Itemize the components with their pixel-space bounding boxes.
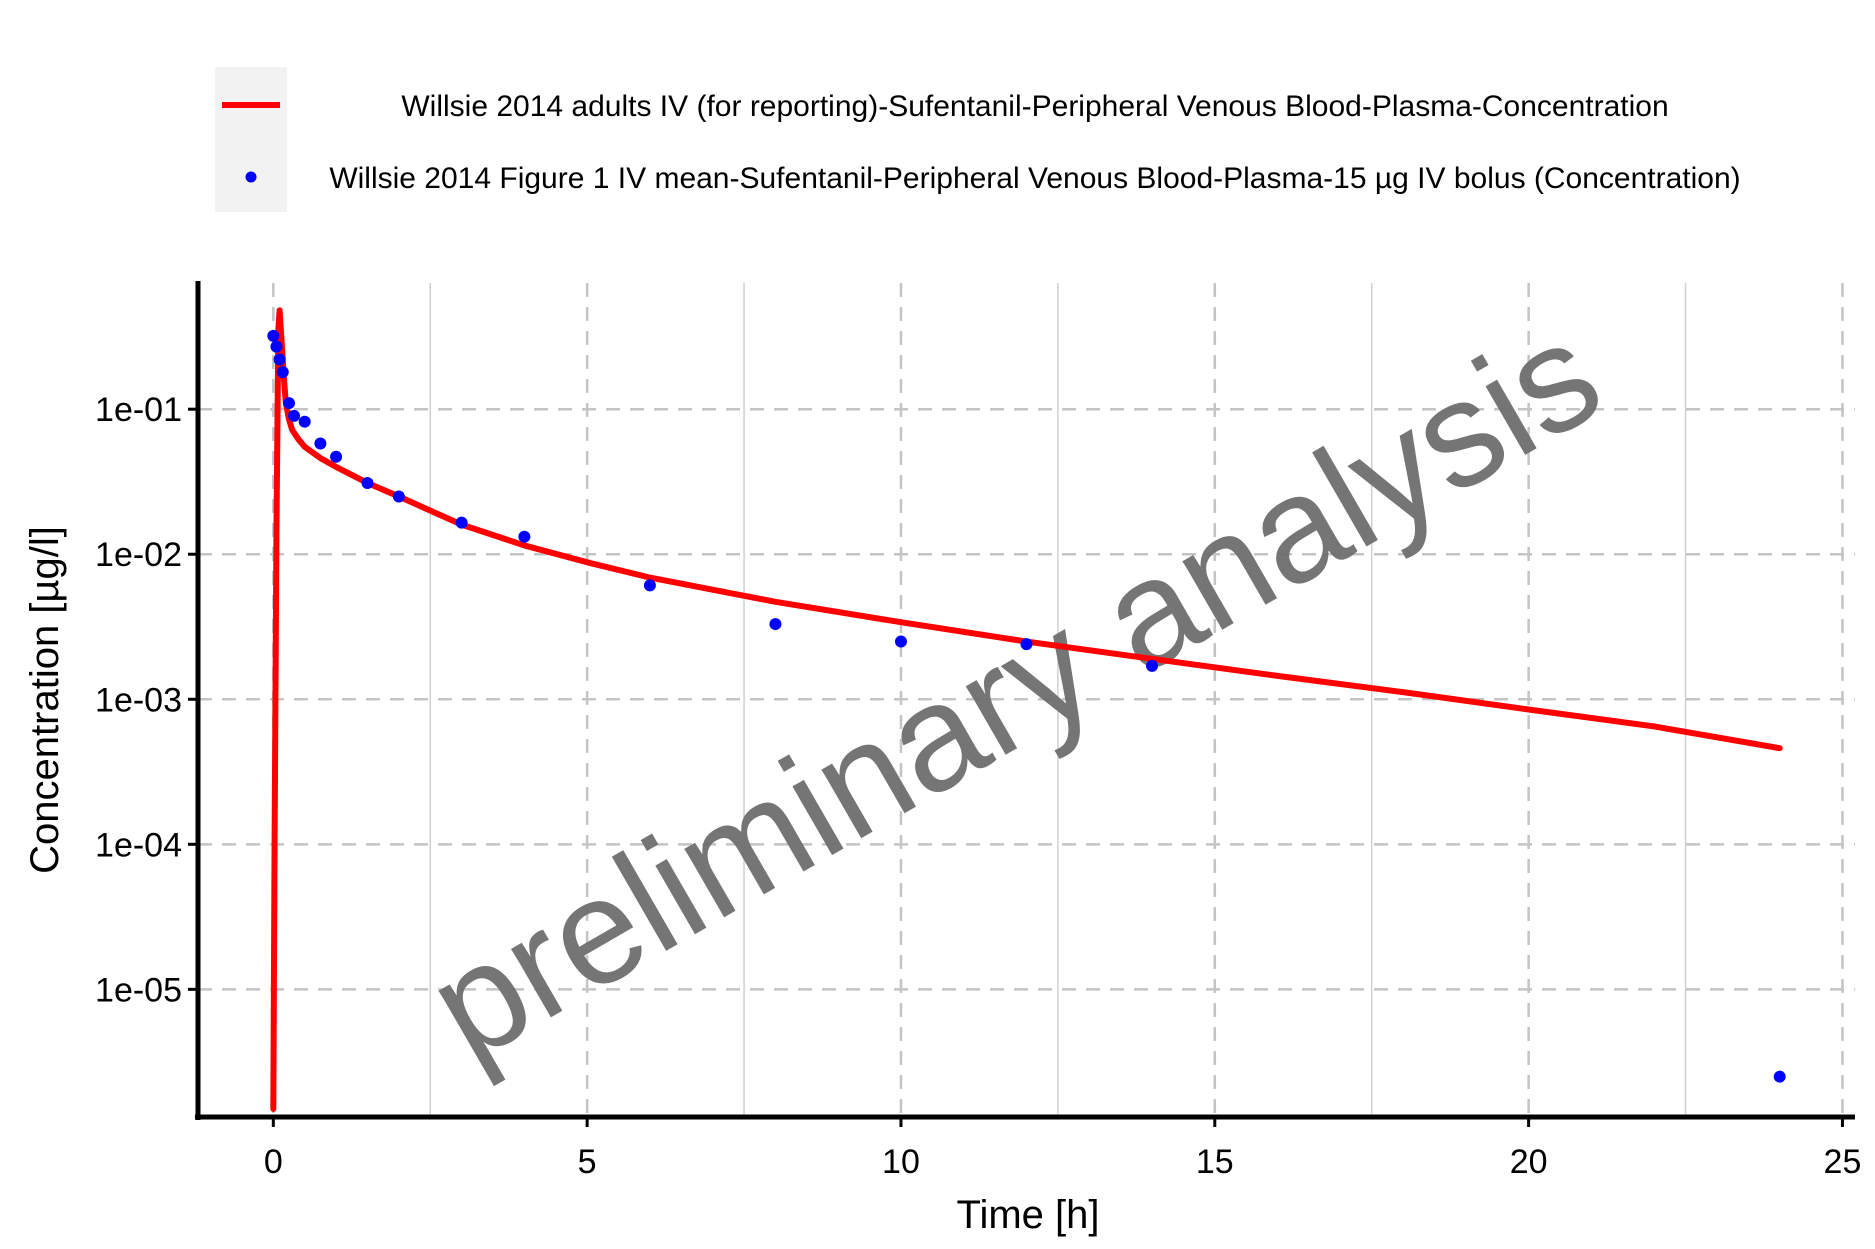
data-point-observed — [518, 530, 531, 543]
data-point-observed — [298, 415, 311, 428]
data-point-observed — [455, 516, 468, 529]
x-axis-title: Time [h] — [957, 1193, 1100, 1237]
legend-key-point — [245, 171, 257, 183]
y-axis-title: Concentration [µg/l] — [23, 526, 67, 874]
data-point-observed — [288, 409, 301, 422]
y-tick-label: 1e-02 — [95, 536, 182, 574]
data-point-observed — [1773, 1070, 1786, 1083]
data-point-observed — [769, 618, 782, 631]
legend-key-background — [215, 67, 287, 212]
data-point-observed — [1020, 638, 1033, 651]
data-point-observed — [314, 437, 327, 450]
data-point-observed — [894, 635, 907, 648]
data-point-observed — [361, 476, 374, 489]
legend: Willsie 2014 adults IV (for reporting)-S… — [215, 67, 1741, 212]
data-point-observed — [276, 366, 289, 379]
x-tick-label: 25 — [1824, 1143, 1862, 1181]
x-tick-label: 20 — [1510, 1143, 1548, 1181]
y-tick-label: 1e-05 — [95, 971, 182, 1009]
plot-area: preliminary analysis 0 5 10 15 20 25 1e-011e-… — [95, 281, 1861, 1181]
x-axis-ticks: 0 5 10 15 20 25 — [264, 1117, 1862, 1181]
x-tick-label: 0 — [264, 1143, 283, 1181]
y-tick-label: 1e-04 — [95, 826, 182, 864]
x-tick-label: 5 — [578, 1143, 597, 1181]
data-point-observed — [392, 490, 405, 503]
data-point-observed — [1146, 659, 1159, 672]
x-tick-label: 10 — [882, 1143, 920, 1181]
y-tick-label: 1e-01 — [95, 391, 182, 429]
observed-points-layer — [267, 329, 1786, 1083]
legend-entry-simulation: Willsie 2014 adults IV (for reporting)-S… — [401, 90, 1668, 123]
data-point-observed — [330, 450, 343, 463]
y-tick-label: 1e-03 — [95, 681, 182, 719]
y-axis-ticks: 1e-01 1e-02 1e-03 1e-04 1e-05 — [95, 391, 198, 1009]
data-point-observed — [273, 353, 286, 366]
legend-entry-observed: Willsie 2014 Figure 1 IV mean-Sufentanil… — [329, 162, 1740, 195]
data-point-observed — [283, 397, 296, 410]
x-tick-label: 15 — [1196, 1143, 1234, 1181]
data-point-observed — [267, 329, 280, 342]
data-point-observed — [270, 340, 283, 353]
data-point-observed — [643, 579, 656, 592]
